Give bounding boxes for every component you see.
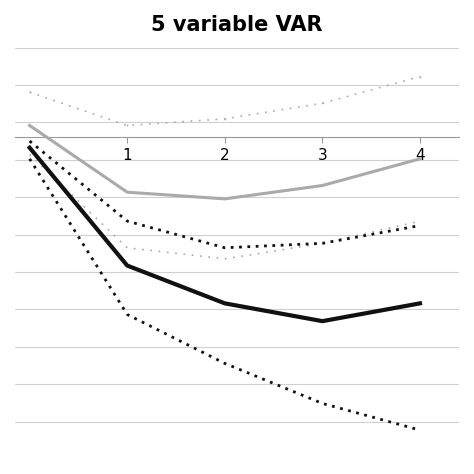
Title: 5 variable VAR: 5 variable VAR <box>151 15 323 35</box>
